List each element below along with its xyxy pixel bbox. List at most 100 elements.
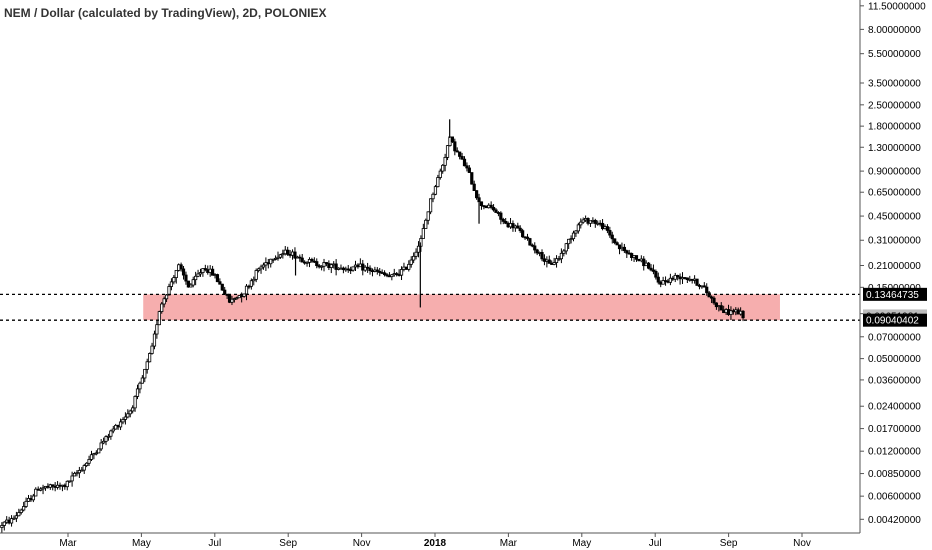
candle [605, 224, 610, 234]
candle [668, 273, 672, 286]
candle [559, 248, 563, 264]
candle [475, 190, 479, 200]
candle [729, 306, 733, 321]
candle [252, 276, 256, 286]
candle-body [9, 518, 14, 524]
candle-body [179, 264, 183, 270]
candle [504, 217, 508, 225]
candle-body [140, 377, 144, 384]
time-axis[interactable]: Mar May Jul Sep Nov 2018 Mar May Jul Sep Nov [0, 532, 860, 549]
candle-body [557, 258, 561, 261]
candle [455, 147, 459, 153]
candle-body [431, 193, 435, 200]
price-axis[interactable]: 11.50000000 8.00000000 5.50000000 3.5000000… [859, 0, 926, 533]
candle-body [101, 440, 106, 444]
candle-body [97, 448, 101, 454]
candle [269, 258, 273, 268]
y-tick-label: 2.50000000 [868, 100, 921, 111]
candle [453, 138, 457, 156]
candle-body [445, 145, 450, 158]
candle [305, 261, 309, 267]
candle-body [300, 257, 304, 263]
x-tick-label: Nov [793, 538, 811, 549]
candle [501, 217, 505, 225]
candle-body [605, 226, 610, 231]
candle [705, 283, 709, 296]
candle-body [569, 238, 573, 241]
candle [118, 418, 123, 431]
candle-body [608, 230, 612, 236]
candle-body [169, 281, 174, 287]
candle [104, 435, 108, 446]
candle [528, 237, 532, 246]
candle [131, 405, 135, 414]
candle-body [85, 462, 89, 467]
candle-body [436, 177, 440, 188]
candle [382, 270, 387, 277]
candle-body [499, 212, 503, 220]
candle [334, 259, 338, 276]
candle-body [651, 269, 656, 272]
candle [441, 164, 445, 174]
candle [462, 156, 467, 167]
candle [128, 409, 132, 418]
candle [346, 265, 350, 273]
candle-body [34, 488, 38, 497]
candle [179, 262, 183, 272]
candle-body [428, 198, 433, 213]
candle [329, 263, 333, 274]
candle-body [252, 278, 256, 282]
candle-body [22, 506, 26, 511]
y-tick-label: 0.00420000 [868, 515, 921, 526]
x-tick-label: Jul [208, 538, 221, 549]
candle [319, 265, 324, 271]
candle [140, 375, 144, 384]
candle [685, 277, 689, 284]
candle [186, 280, 190, 288]
candle [218, 278, 222, 285]
candle-body [613, 238, 617, 244]
candle-body [261, 264, 266, 268]
x-tick-label: Nov [353, 538, 371, 549]
candle-body [579, 221, 583, 226]
candle [540, 249, 544, 262]
candle-body [281, 253, 285, 256]
candle-body [329, 264, 333, 268]
candle-body [407, 263, 411, 270]
candle-body [695, 278, 699, 286]
candle-body [68, 480, 72, 483]
candle [143, 368, 147, 383]
y-tick-label: 0.90000000 [868, 167, 921, 178]
candle [215, 273, 220, 283]
y-tick-label: 0.00850000 [868, 469, 921, 480]
candle [366, 262, 370, 273]
candle-body [564, 243, 568, 252]
y-tick-label: 0.45000000 [868, 212, 921, 223]
candle-body [649, 267, 653, 271]
candle-body [128, 410, 132, 415]
candle [467, 165, 471, 173]
candle [80, 467, 84, 472]
candle-body [559, 252, 563, 260]
candle-body [501, 218, 505, 222]
candle [99, 439, 103, 451]
candle-body [305, 261, 309, 264]
candle-body [184, 274, 188, 282]
candle [714, 302, 719, 310]
candle [167, 283, 171, 296]
candle-body [668, 277, 672, 283]
candle [210, 265, 215, 276]
candle [89, 450, 94, 462]
candle [189, 283, 193, 288]
candle-body [201, 268, 205, 273]
candle-body [160, 303, 164, 312]
candle-body [286, 249, 290, 255]
candle [378, 267, 382, 277]
candle-body [368, 267, 372, 272]
candle [460, 152, 464, 160]
candle [9, 515, 14, 527]
candle [133, 395, 137, 412]
candle [249, 278, 253, 290]
candle [533, 242, 537, 254]
